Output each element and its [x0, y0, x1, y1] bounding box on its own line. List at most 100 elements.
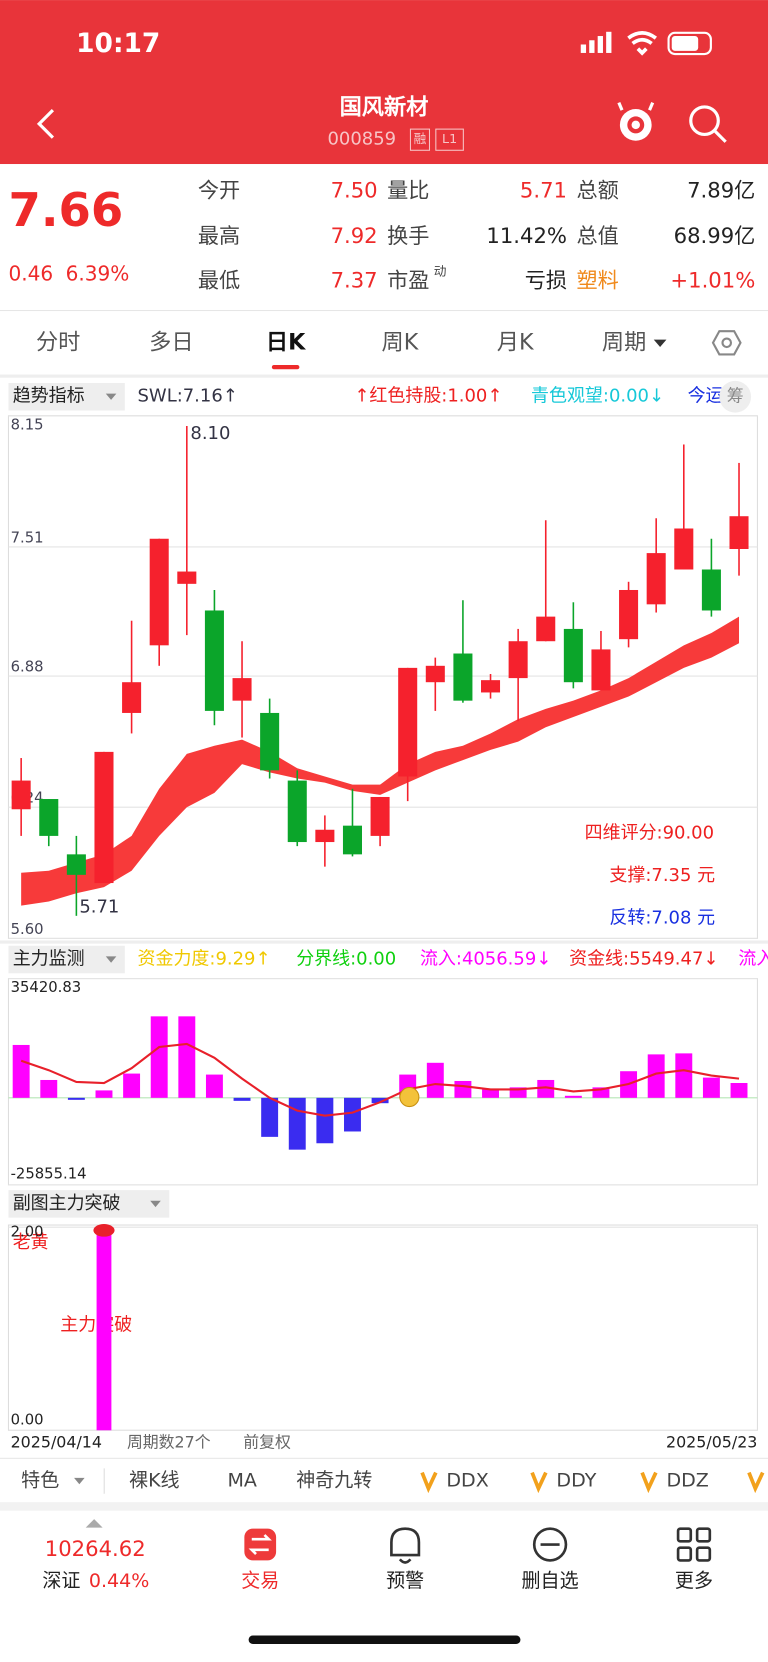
legend-item: 青色观望:0.00↓	[531, 386, 664, 407]
back-button[interactable]	[36, 108, 55, 139]
mascot-icon[interactable]	[617, 102, 655, 141]
legend-item: 流入:4056.59↓	[420, 949, 551, 970]
home-indicator	[248, 1635, 521, 1644]
adjust-mode: 前复权	[243, 1432, 291, 1451]
candle-body	[619, 589, 639, 640]
candle-body	[453, 653, 473, 701]
flow-bar	[537, 1079, 555, 1098]
legend-item: 资金力度:9.29↑	[138, 949, 271, 970]
candle-body	[287, 780, 307, 843]
tab[interactable]: 周期	[602, 329, 646, 355]
indicator-button[interactable]	[8, 1190, 170, 1218]
flow-bar	[482, 1089, 499, 1098]
signal-icon	[93, 1223, 115, 1237]
candle-body	[342, 825, 362, 855]
vip-icon	[640, 1471, 658, 1494]
flow-bar	[67, 1097, 85, 1100]
field-value: 7.89亿	[687, 178, 755, 203]
flow-bar	[647, 1054, 665, 1098]
dropdown-arrow	[74, 1477, 85, 1485]
chip-button[interactable]	[719, 380, 752, 413]
indicator-button[interactable]	[8, 945, 125, 974]
end-date: 2025/05/23	[666, 1432, 757, 1451]
toolbar-item[interactable]: DDX	[446, 1470, 488, 1492]
toolbar-item[interactable]: DDY	[556, 1470, 596, 1492]
y-tick-label: 6.88	[11, 659, 44, 676]
flow-bar	[261, 1097, 279, 1137]
score-note: 四维评分:90.00	[585, 823, 714, 844]
tab[interactable]: 多日	[149, 329, 193, 355]
flow-bar	[702, 1077, 720, 1098]
separator	[103, 1468, 105, 1494]
nav-item[interactable]: 删自选	[522, 1570, 579, 1592]
legend-item: ↑红色持股:1.00↑	[354, 386, 502, 407]
dropdown-arrow	[150, 1200, 161, 1208]
signal-icon	[580, 31, 612, 53]
flow-bar	[205, 1074, 223, 1098]
y-tick-label: 2.00	[11, 1223, 44, 1240]
flow-bar	[150, 1016, 168, 1098]
indicator-button[interactable]	[8, 383, 125, 411]
tab[interactable]: 分时	[36, 329, 80, 355]
flow-bar	[40, 1079, 58, 1098]
flow-bar	[592, 1087, 610, 1098]
legend-item: 流入	[738, 949, 768, 970]
flow-line	[20, 1042, 740, 1117]
change: 0.46	[8, 262, 53, 286]
nav-item[interactable]: 预警	[386, 1570, 424, 1592]
field-value: 7.92	[331, 223, 378, 248]
vip-icon	[420, 1471, 438, 1494]
field-label: 最低	[198, 267, 240, 292]
flow-bar	[344, 1097, 361, 1132]
field-value: 11.42%	[486, 223, 567, 248]
indicator-name: 主力监测	[13, 949, 85, 970]
badge	[435, 128, 464, 151]
toolbar-item[interactable]: DDZ	[666, 1470, 708, 1492]
tab-indicator	[271, 365, 300, 370]
score-note: 支撑:7.35 元	[609, 865, 715, 886]
stock-name: 国风新材	[340, 93, 429, 120]
tab[interactable]: 日K	[266, 329, 306, 355]
field-label: 总值	[577, 223, 619, 248]
field-value: 7.50	[331, 178, 378, 203]
settings-icon[interactable]	[711, 330, 742, 356]
candle-body	[701, 569, 721, 611]
field-value: 68.99亿	[674, 223, 756, 248]
candle-body	[232, 678, 252, 701]
badge-text: L1	[442, 131, 457, 146]
wifi-icon	[627, 31, 657, 56]
candle-body	[729, 516, 749, 549]
bell-icon	[390, 1527, 421, 1564]
y-tick-label: 7.51	[11, 529, 44, 546]
dropdown-arrow	[105, 393, 117, 400]
expand-arrow[interactable]	[85, 1519, 103, 1528]
tab[interactable]: 月K	[497, 329, 535, 355]
low-label: 5.71	[79, 897, 119, 918]
field-label: 总额	[577, 178, 619, 203]
remove-icon	[532, 1527, 568, 1562]
flow-bar	[123, 1073, 141, 1098]
y-tick-label: 35420.83	[11, 979, 82, 996]
nav-item[interactable]: 更多	[675, 1570, 713, 1592]
toolbar-item[interactable]: MA	[227, 1470, 256, 1492]
candle-body	[315, 829, 335, 843]
legend-item: SWL:7.16↑	[138, 386, 238, 407]
field-label: 最高	[198, 223, 240, 248]
badge	[409, 128, 431, 151]
coin-icon	[399, 1087, 420, 1108]
candle-body	[39, 799, 59, 836]
tab[interactable]: 周K	[381, 329, 419, 355]
flow-bar	[426, 1062, 444, 1098]
toolbar-item[interactable]: 特色	[21, 1470, 59, 1492]
search-icon[interactable]	[689, 105, 727, 143]
flow-frame	[7, 978, 758, 1186]
flow-bar	[371, 1097, 389, 1104]
index-pct: 0.44%	[89, 1570, 149, 1592]
score-note: 反转:7.08 元	[609, 907, 715, 928]
toolbar-item[interactable]: 裸K线	[129, 1470, 180, 1492]
flow-bar	[730, 1082, 748, 1098]
candle-body	[370, 796, 390, 836]
toolbar-item[interactable]: 神奇九转	[296, 1470, 372, 1492]
nav-item[interactable]: 交易	[241, 1570, 279, 1592]
